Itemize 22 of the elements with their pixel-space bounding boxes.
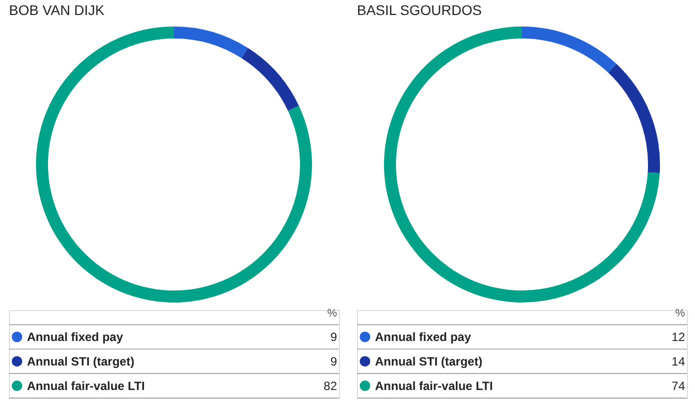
donut-slice — [36, 26, 312, 302]
donut-slice — [384, 26, 660, 302]
legend-label: Annual fixed pay — [375, 330, 472, 344]
donut-slice — [522, 26, 616, 73]
legend-title: % — [327, 308, 338, 320]
data-label: 9 — [330, 330, 338, 344]
data-label: 9 — [330, 354, 338, 368]
donut-slice — [608, 64, 660, 174]
data-label: 14 — [672, 354, 686, 368]
chart-title: BASIL SGOURDOS — [357, 2, 482, 18]
donut-slice — [242, 48, 299, 111]
data-label: 12 — [672, 330, 686, 344]
legend-label: Annual STI (target) — [27, 354, 134, 368]
legend-label: Annual fair-value LTI — [375, 378, 493, 393]
legend-title: % — [675, 308, 686, 320]
legend-label: Annual STI (target) — [375, 354, 482, 368]
chart-title: BOB VAN DIJK — [9, 2, 106, 18]
data-label: 82 — [324, 378, 338, 393]
legend-label: Annual fixed pay — [27, 330, 124, 344]
donut-slice — [174, 26, 248, 58]
legend-label: Annual fair-value LTI — [27, 378, 145, 393]
data-label: 74 — [672, 378, 686, 393]
